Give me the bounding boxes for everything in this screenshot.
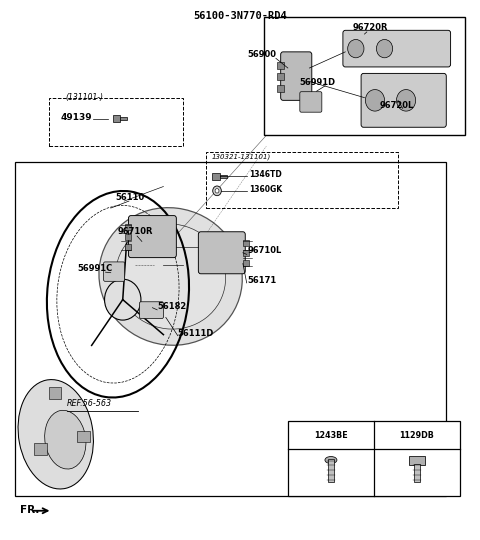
Circle shape <box>213 186 221 195</box>
Text: 96720R: 96720R <box>352 23 388 32</box>
Bar <box>277 73 284 80</box>
Bar <box>113 116 120 122</box>
Circle shape <box>376 39 393 58</box>
Text: 1346TD: 1346TD <box>250 170 282 179</box>
Bar <box>125 244 132 250</box>
Bar <box>409 456 425 465</box>
Text: 56182: 56182 <box>157 302 187 311</box>
Text: (131101-): (131101-) <box>65 93 103 103</box>
Text: 96710L: 96710L <box>247 246 281 255</box>
Text: 56900: 56900 <box>247 50 276 59</box>
Bar <box>77 430 90 442</box>
Text: 130321-131101): 130321-131101) <box>211 153 271 160</box>
FancyBboxPatch shape <box>104 262 125 281</box>
Circle shape <box>215 188 219 193</box>
Text: 56111D: 56111D <box>178 329 214 338</box>
Bar <box>243 240 249 246</box>
Bar <box>243 260 249 266</box>
Circle shape <box>396 90 416 111</box>
Bar <box>264 17 465 136</box>
Bar <box>125 234 132 240</box>
FancyBboxPatch shape <box>361 73 446 127</box>
Bar <box>48 98 182 146</box>
FancyBboxPatch shape <box>140 302 163 319</box>
Text: 1360GK: 1360GK <box>250 185 283 194</box>
Bar <box>277 62 284 69</box>
Bar <box>414 464 420 482</box>
Text: FR.: FR. <box>20 505 39 516</box>
Text: REF.56-563: REF.56-563 <box>67 399 112 408</box>
Text: 56991C: 56991C <box>77 264 112 273</box>
Bar <box>34 443 47 455</box>
Ellipse shape <box>325 456 337 463</box>
Circle shape <box>348 39 364 58</box>
Bar <box>277 85 284 92</box>
Text: 56110: 56110 <box>116 193 145 202</box>
Text: 1129DB: 1129DB <box>400 430 434 440</box>
Ellipse shape <box>45 410 86 469</box>
FancyBboxPatch shape <box>281 52 312 100</box>
FancyBboxPatch shape <box>129 215 176 258</box>
Text: 56171: 56171 <box>247 276 276 286</box>
Circle shape <box>105 279 141 320</box>
Bar <box>327 459 334 482</box>
Text: 49139: 49139 <box>60 113 92 122</box>
Text: 56991D: 56991D <box>300 78 336 87</box>
Text: 1243BE: 1243BE <box>314 430 348 440</box>
Text: 96720L: 96720L <box>380 102 414 110</box>
Circle shape <box>365 90 384 111</box>
Ellipse shape <box>116 224 226 329</box>
FancyBboxPatch shape <box>300 92 322 112</box>
Text: 56100-3N770-RD4: 56100-3N770-RD4 <box>193 11 287 21</box>
Ellipse shape <box>99 208 242 345</box>
Bar <box>15 163 446 496</box>
Bar <box>220 174 227 178</box>
Bar <box>120 117 127 120</box>
Text: 96710R: 96710R <box>118 227 154 237</box>
Bar <box>125 224 132 230</box>
Bar <box>288 421 460 496</box>
Bar <box>206 152 398 208</box>
Bar <box>243 250 249 256</box>
FancyBboxPatch shape <box>198 232 245 274</box>
Ellipse shape <box>18 380 94 489</box>
FancyBboxPatch shape <box>343 30 451 67</box>
Bar <box>212 173 220 179</box>
Bar <box>48 387 61 399</box>
